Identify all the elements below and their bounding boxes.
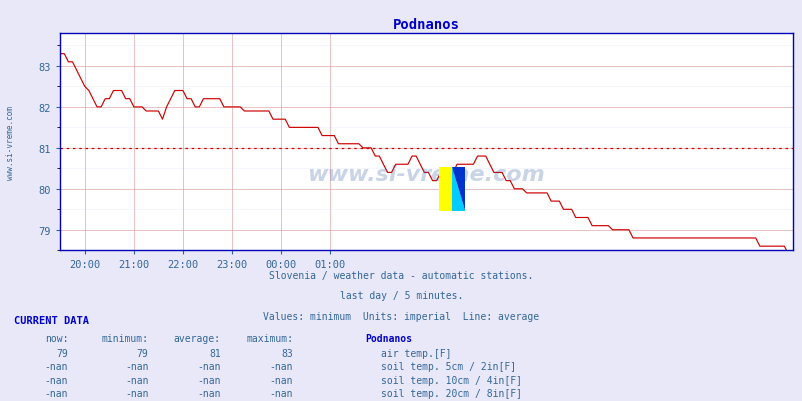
Polygon shape	[452, 168, 464, 212]
Text: -nan: -nan	[269, 375, 293, 385]
Polygon shape	[452, 168, 464, 212]
Text: -nan: -nan	[45, 388, 68, 398]
Text: -nan: -nan	[125, 361, 148, 371]
Text: average:: average:	[173, 333, 221, 343]
Text: -nan: -nan	[197, 361, 221, 371]
Text: 81: 81	[209, 348, 221, 358]
Text: air temp.[F]: air temp.[F]	[380, 348, 451, 358]
Text: -nan: -nan	[269, 388, 293, 398]
Title: Podnanos: Podnanos	[392, 18, 460, 32]
Text: -nan: -nan	[125, 388, 148, 398]
Text: CURRENT DATA: CURRENT DATA	[14, 315, 89, 325]
Text: now:: now:	[45, 333, 68, 343]
Text: 79: 79	[136, 348, 148, 358]
Text: -nan: -nan	[197, 388, 221, 398]
Text: maximum:: maximum:	[245, 333, 293, 343]
Text: minimum:: minimum:	[101, 333, 148, 343]
Text: Values: minimum  Units: imperial  Line: average: Values: minimum Units: imperial Line: av…	[263, 311, 539, 321]
Text: soil temp. 10cm / 4in[F]: soil temp. 10cm / 4in[F]	[380, 375, 521, 385]
Text: Slovenia / weather data - automatic stations.: Slovenia / weather data - automatic stat…	[269, 271, 533, 281]
Text: Podnanos: Podnanos	[365, 333, 412, 343]
Text: -nan: -nan	[197, 375, 221, 385]
Polygon shape	[438, 168, 452, 212]
Text: 83: 83	[281, 348, 293, 358]
Text: www.si-vreme.com: www.si-vreme.com	[307, 165, 545, 185]
Text: soil temp. 5cm / 2in[F]: soil temp. 5cm / 2in[F]	[380, 361, 515, 371]
Text: -nan: -nan	[269, 361, 293, 371]
Text: soil temp. 20cm / 8in[F]: soil temp. 20cm / 8in[F]	[380, 388, 521, 398]
Text: 79: 79	[56, 348, 68, 358]
Text: -nan: -nan	[45, 361, 68, 371]
Text: www.si-vreme.com: www.si-vreme.com	[6, 105, 15, 179]
Text: -nan: -nan	[125, 375, 148, 385]
Text: -nan: -nan	[45, 375, 68, 385]
Text: last day / 5 minutes.: last day / 5 minutes.	[339, 291, 463, 301]
